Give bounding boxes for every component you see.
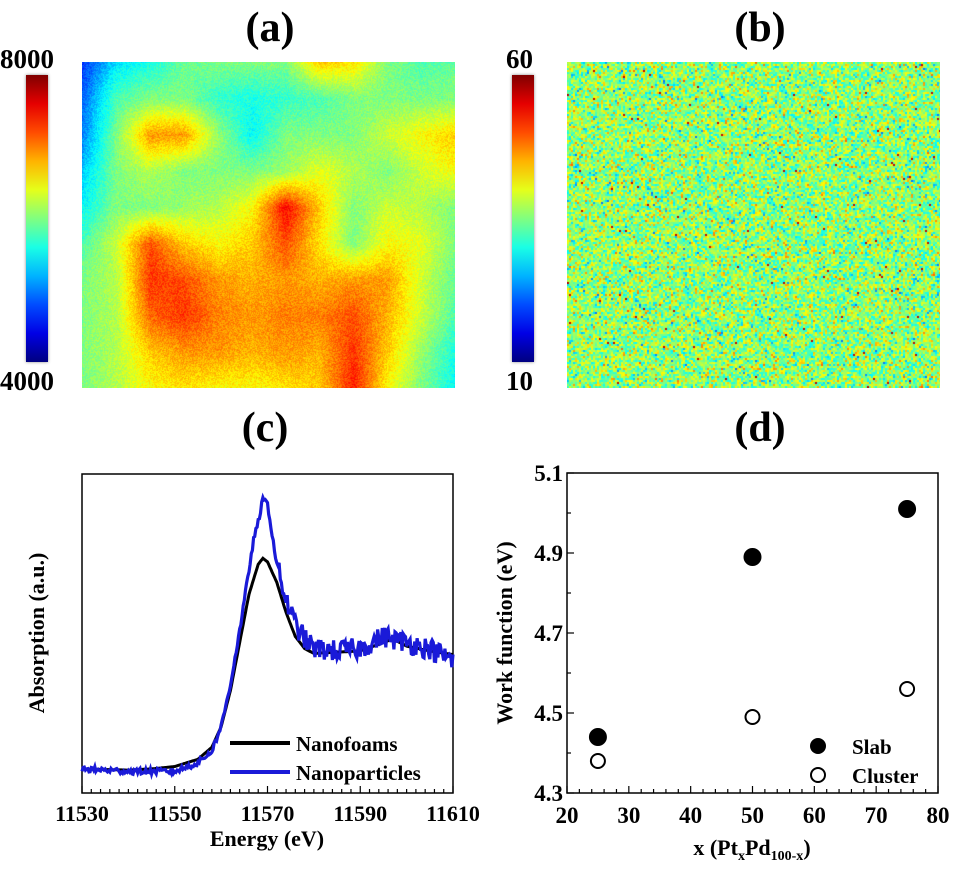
y-tick-label: 4.3 <box>534 781 563 806</box>
legend-marker-slab <box>810 738 826 754</box>
plot-d-ylabel: Work function (eV) <box>492 541 517 724</box>
data-point-slab <box>898 500 917 518</box>
xlabel-part: x (Pt <box>693 835 738 860</box>
x-tick-label: 40 <box>679 803 702 828</box>
x-tick-label: 20 <box>556 803 579 828</box>
x-tick-label: 50 <box>741 803 764 828</box>
data-point-cluster <box>744 709 761 725</box>
x-tick-label: 70 <box>865 803 888 828</box>
data-point-cluster <box>589 753 606 769</box>
x-tick-label: 11590 <box>333 801 387 826</box>
colorbar-b <box>512 75 534 362</box>
y-tick-label: 4.9 <box>534 541 563 566</box>
data-point-cluster <box>899 681 916 697</box>
legend-label-nanoparticles: Nanoparticles <box>296 761 421 785</box>
colorbar-b-min-label: 10 <box>506 366 533 396</box>
data-point-slab <box>743 548 762 566</box>
xlabel-subscript: x <box>738 849 745 864</box>
colorbar-a-min-label: 4000 <box>0 366 54 396</box>
data-point-slab <box>588 728 607 746</box>
plot-c-xlabel: Energy (eV) <box>210 826 324 851</box>
x-tick-label: 60 <box>803 803 826 828</box>
panel-label-d: (d) <box>734 405 786 451</box>
plot-c: Absorption (a.u.) Energy (eV) 11530 11550… <box>24 473 480 851</box>
series-line-nanoparticles <box>80 492 455 781</box>
colorbar-a <box>26 75 48 362</box>
panel-label-c: (c) <box>241 405 289 451</box>
legend-label-slab: Slab <box>852 735 892 759</box>
x-tick-label: 11570 <box>241 801 295 826</box>
x-tick-label: 11550 <box>148 801 202 826</box>
panel-label-a: (a) <box>245 5 295 51</box>
x-tick-label: 11610 <box>426 801 480 826</box>
xlabel-part: Pd <box>745 835 771 860</box>
y-tick-label: 4.5 <box>534 701 563 726</box>
plot-d: Work function (eV) x (PtxPd100-x) Slab C… <box>492 461 950 864</box>
plot-c-ylabel: Absorption (a.u.) <box>24 553 49 714</box>
heatmap-a <box>82 62 455 388</box>
legend-label-nanofoams: Nanofoams <box>296 732 398 756</box>
colorbar-a-max-label: 8000 <box>0 44 54 74</box>
y-tick-label: 4.7 <box>534 621 563 646</box>
x-tick-label: 80 <box>927 803 950 828</box>
colorbar-b-max-label: 60 <box>506 44 533 74</box>
legend-marker-cluster <box>810 767 826 783</box>
heatmap-b <box>567 62 940 388</box>
panel-label-b: (b) <box>734 5 786 51</box>
legend-label-cluster: Cluster <box>852 764 919 788</box>
xlabel-part: ) <box>803 835 810 860</box>
xlabel-subscript: 100-x <box>771 849 804 864</box>
plot-d-xlabel: x (PtxPd100-x) <box>693 835 810 864</box>
y-tick-label: 5.1 <box>534 461 563 486</box>
x-tick-label: 30 <box>617 803 640 828</box>
x-tick-label: 11530 <box>55 801 109 826</box>
